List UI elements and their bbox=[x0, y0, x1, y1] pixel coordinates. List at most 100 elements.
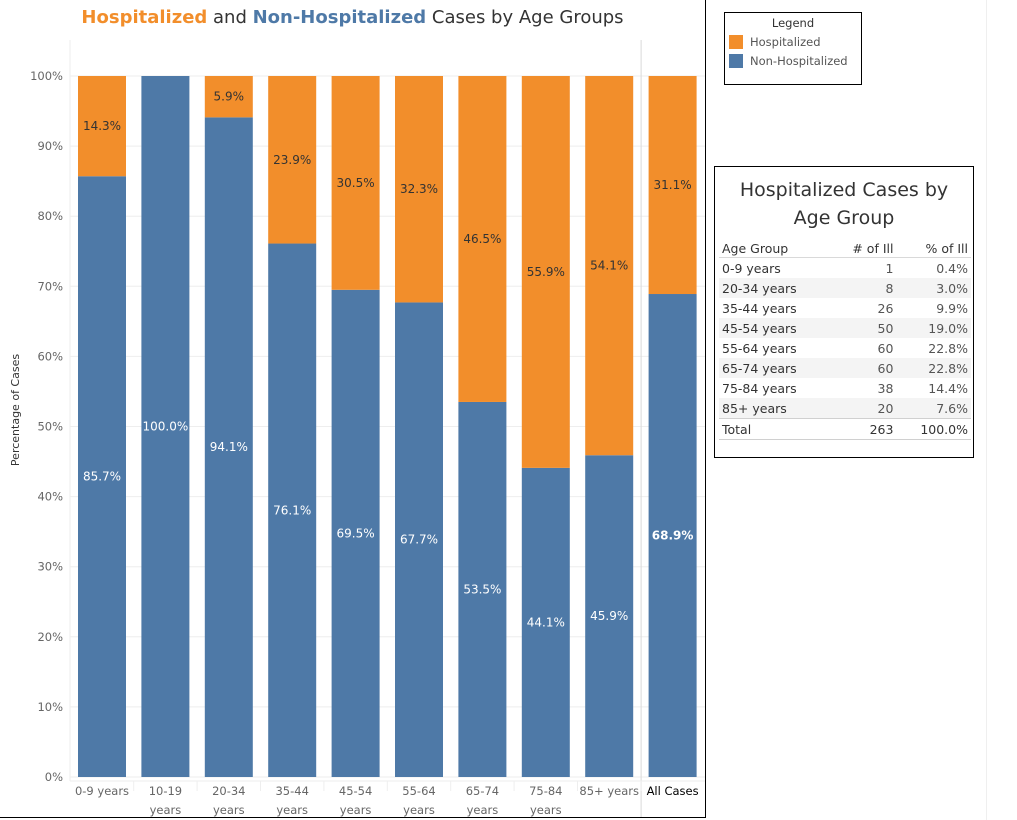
bar-non-hospitalized[interactable] bbox=[521, 467, 570, 777]
x-tick-label: 85+ years bbox=[579, 784, 639, 798]
x-tick-label: All Cases bbox=[647, 784, 699, 798]
x-tick-label: 75-84 bbox=[529, 784, 562, 798]
percent-cell: 22.8% bbox=[896, 358, 971, 378]
y-tick-label: 60% bbox=[37, 349, 63, 363]
bar-non-hospitalized[interactable] bbox=[141, 76, 190, 777]
y-axis-title: Percentage of Cases bbox=[9, 354, 22, 466]
data-label-hospitalized: 54.1% bbox=[590, 259, 628, 273]
legend-title: Legend bbox=[771, 16, 815, 30]
count-cell: 60 bbox=[831, 358, 897, 378]
y-tick-label: 0% bbox=[45, 770, 63, 784]
table-row[interactable]: 55-64 years 60 22.8% bbox=[719, 338, 971, 358]
header-age-group[interactable]: Age Group bbox=[719, 239, 832, 258]
total-percent-cell: 100.0% bbox=[896, 418, 971, 440]
x-tick-label: 0-9 years bbox=[75, 784, 129, 798]
table-title: Hospitalized Cases by Age Group bbox=[739, 179, 949, 229]
bar-hospitalized[interactable] bbox=[331, 76, 380, 290]
table-row[interactable]: 20-34 years 8 3.0% bbox=[719, 278, 971, 298]
count-cell: 20 bbox=[831, 398, 897, 419]
bar-non-hospitalized[interactable] bbox=[395, 302, 443, 777]
x-tick-label: 65-74 bbox=[466, 784, 499, 798]
count-cell: 60 bbox=[877, 340, 894, 356]
bar-non-hospitalized[interactable] bbox=[585, 455, 634, 777]
age-group-cell: 65-74 years bbox=[719, 358, 832, 378]
percent-cell: 14.4% bbox=[928, 380, 968, 396]
x-tick-label: years bbox=[340, 803, 372, 817]
bar-hospitalized[interactable] bbox=[458, 76, 507, 402]
count-cell: 8 bbox=[831, 278, 897, 298]
bar-hospitalized[interactable] bbox=[585, 76, 634, 456]
legend-swatch-non-hospitalized bbox=[729, 54, 743, 68]
spacer-cell bbox=[719, 440, 971, 459]
x-tick-label: years bbox=[403, 803, 435, 817]
bar-hospitalized[interactable] bbox=[648, 76, 697, 295]
y-tick-label: 100% bbox=[30, 69, 63, 83]
bar-hospitalized[interactable] bbox=[521, 76, 570, 468]
total-label-cell: Total bbox=[719, 418, 832, 440]
x-tick-label: years bbox=[276, 803, 308, 817]
table-total-row: Total 263 100.0% bbox=[719, 418, 971, 440]
bar-non-hospitalized[interactable] bbox=[648, 294, 697, 777]
table-row[interactable]: 35-44 years 26 9.9% bbox=[719, 298, 971, 318]
bar-non-hospitalized[interactable] bbox=[458, 401, 507, 777]
data-label-hospitalized: 30.5% bbox=[337, 176, 375, 190]
bar-non-hospitalized[interactable] bbox=[204, 117, 253, 777]
bar-hospitalized[interactable] bbox=[204, 76, 253, 118]
divider bbox=[986, 0, 987, 820]
data-label-hospitalized: 23.9% bbox=[273, 153, 311, 167]
x-tick-label: 55-64 bbox=[402, 784, 435, 798]
x-tick-label: 20-34 bbox=[212, 784, 245, 798]
legend-item-hospitalized[interactable]: Hospitalized bbox=[729, 35, 861, 49]
y-tick-label: 30% bbox=[37, 560, 63, 574]
y-tick-label: 10% bbox=[37, 700, 63, 714]
y-tick-label: 70% bbox=[37, 279, 63, 293]
x-tick-label: years bbox=[150, 803, 182, 817]
header-percent[interactable]: % of Ill bbox=[896, 239, 971, 258]
y-tick-label: 50% bbox=[37, 420, 63, 434]
data-label-non-hospitalized: 44.1% bbox=[527, 615, 565, 629]
header-count[interactable]: # of Ill bbox=[831, 239, 897, 258]
percent-cell: 19.0% bbox=[896, 318, 971, 338]
legend-item-non-hospitalized[interactable]: Non-Hospitalized bbox=[729, 54, 861, 68]
x-tick-label: years bbox=[213, 803, 245, 817]
data-label-hospitalized: 55.9% bbox=[527, 265, 565, 279]
table-row[interactable]: 85+ years 20 7.6% bbox=[719, 398, 971, 419]
table-spacer-row bbox=[719, 440, 971, 459]
data-label-hospitalized: 31.1% bbox=[654, 178, 692, 192]
data-label-hospitalized: 46.5% bbox=[463, 232, 501, 246]
bar-hospitalized[interactable] bbox=[395, 76, 443, 303]
table-row[interactable]: 0-9 years 1 0.4% bbox=[719, 258, 971, 279]
percent-cell: 3.0% bbox=[896, 278, 971, 298]
bar-hospitalized[interactable] bbox=[78, 76, 126, 177]
bar-non-hospitalized[interactable] bbox=[268, 243, 317, 777]
age-group-cell: 35-44 years bbox=[722, 300, 797, 316]
legend-label: Hospitalized bbox=[750, 35, 821, 49]
table-row[interactable]: 65-74 years 60 22.8% bbox=[719, 358, 971, 378]
data-label-non-hospitalized: 67.7% bbox=[400, 533, 438, 547]
age-group-cell: 0-9 years bbox=[722, 260, 781, 276]
x-tick-label: years bbox=[467, 803, 499, 817]
bar-hospitalized[interactable] bbox=[268, 76, 317, 244]
percent-cell: 0.4% bbox=[936, 260, 968, 276]
data-label-non-hospitalized: 85.7% bbox=[83, 470, 121, 484]
hospitalized-table-panel: Hospitalized Cases by Age Group Age Grou… bbox=[714, 166, 974, 458]
total-count-cell: 263 bbox=[831, 418, 897, 440]
age-group-cell: 75-84 years bbox=[722, 380, 797, 396]
data-label-non-hospitalized: 68.9% bbox=[652, 529, 694, 543]
table-row[interactable]: 75-84 years 38 14.4% bbox=[719, 378, 971, 398]
hospitalized-table: Age Group # of Ill % of Ill 0-9 years 1 0.… bbox=[719, 239, 971, 458]
age-group-cell: 85+ years bbox=[719, 398, 832, 419]
bar-non-hospitalized[interactable] bbox=[331, 289, 380, 777]
legend: Legend Hospitalized Non-Hospitalized bbox=[724, 12, 862, 85]
data-label-non-hospitalized: 45.9% bbox=[590, 609, 628, 623]
data-label-non-hospitalized: 94.1% bbox=[210, 440, 248, 454]
title-non-hospitalized: Non-Hospitalized bbox=[252, 7, 427, 28]
y-tick-label: 80% bbox=[37, 209, 63, 223]
x-tick-label: 10-19 bbox=[149, 784, 182, 798]
x-tick-label: 45-54 bbox=[339, 784, 372, 798]
bar-non-hospitalized[interactable] bbox=[78, 176, 126, 778]
chart-title: Hospitalized and Non-Hospitalized Cases … bbox=[0, 7, 705, 28]
chart-panel: Hospitalized and Non-Hospitalized Cases … bbox=[0, 0, 706, 818]
data-label-hospitalized: 32.3% bbox=[400, 182, 438, 196]
table-row[interactable]: 45-54 years 50 19.0% bbox=[719, 318, 971, 338]
